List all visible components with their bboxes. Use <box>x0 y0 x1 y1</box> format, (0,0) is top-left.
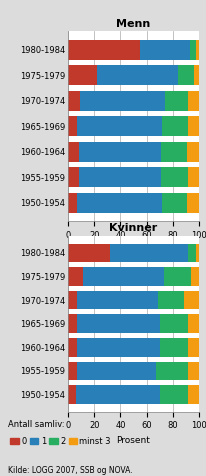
X-axis label: Prosent: Prosent <box>116 246 150 255</box>
Bar <box>160 142 186 162</box>
Bar <box>77 362 155 380</box>
Bar <box>68 315 77 333</box>
Bar <box>110 244 187 262</box>
Bar <box>68 338 77 357</box>
Title: Menn: Menn <box>116 19 150 29</box>
Bar <box>186 142 198 162</box>
Bar <box>184 291 198 309</box>
Bar <box>187 362 198 380</box>
Bar <box>80 90 164 110</box>
Bar <box>190 267 198 286</box>
Bar <box>164 90 187 110</box>
Bar <box>77 291 158 309</box>
Bar <box>187 167 198 187</box>
Bar <box>68 244 110 262</box>
Text: Antall samliv:: Antall samliv: <box>8 420 64 429</box>
Bar <box>68 142 78 162</box>
Bar <box>68 167 78 187</box>
Bar <box>82 267 163 286</box>
Bar <box>76 385 159 404</box>
Bar <box>68 385 76 404</box>
Bar <box>78 142 160 162</box>
Bar <box>187 116 198 136</box>
Bar <box>159 338 187 357</box>
Bar <box>77 338 159 357</box>
Bar <box>77 193 162 213</box>
Bar <box>187 90 198 110</box>
Bar <box>177 65 193 85</box>
Bar <box>68 193 77 213</box>
Bar <box>195 244 198 262</box>
Bar <box>77 315 159 333</box>
Bar <box>159 315 187 333</box>
X-axis label: Prosent: Prosent <box>116 436 150 445</box>
Bar <box>68 40 139 60</box>
Bar <box>78 167 160 187</box>
Bar <box>68 362 77 380</box>
Bar <box>97 65 177 85</box>
Bar <box>163 267 190 286</box>
Bar <box>189 40 195 60</box>
Bar <box>77 116 162 136</box>
Bar <box>187 315 198 333</box>
Bar <box>68 116 77 136</box>
Bar <box>193 65 198 85</box>
Bar <box>187 385 198 404</box>
Bar <box>195 40 198 60</box>
Bar <box>158 291 184 309</box>
Bar <box>187 244 195 262</box>
Bar <box>159 385 187 404</box>
Bar <box>68 267 82 286</box>
Bar <box>68 291 77 309</box>
Bar <box>139 40 189 60</box>
Bar <box>162 193 186 213</box>
Bar <box>68 90 80 110</box>
Bar <box>187 338 198 357</box>
Text: Kilde: LOGG 2007, SSB og NOVA.: Kilde: LOGG 2007, SSB og NOVA. <box>8 466 132 475</box>
Title: Kvinner: Kvinner <box>109 223 157 233</box>
Bar <box>186 193 198 213</box>
Bar <box>155 362 187 380</box>
Bar <box>68 65 97 85</box>
Legend: 0, 1, 2, minst 3: 0, 1, 2, minst 3 <box>10 436 110 446</box>
Bar <box>162 116 187 136</box>
Bar <box>160 167 187 187</box>
